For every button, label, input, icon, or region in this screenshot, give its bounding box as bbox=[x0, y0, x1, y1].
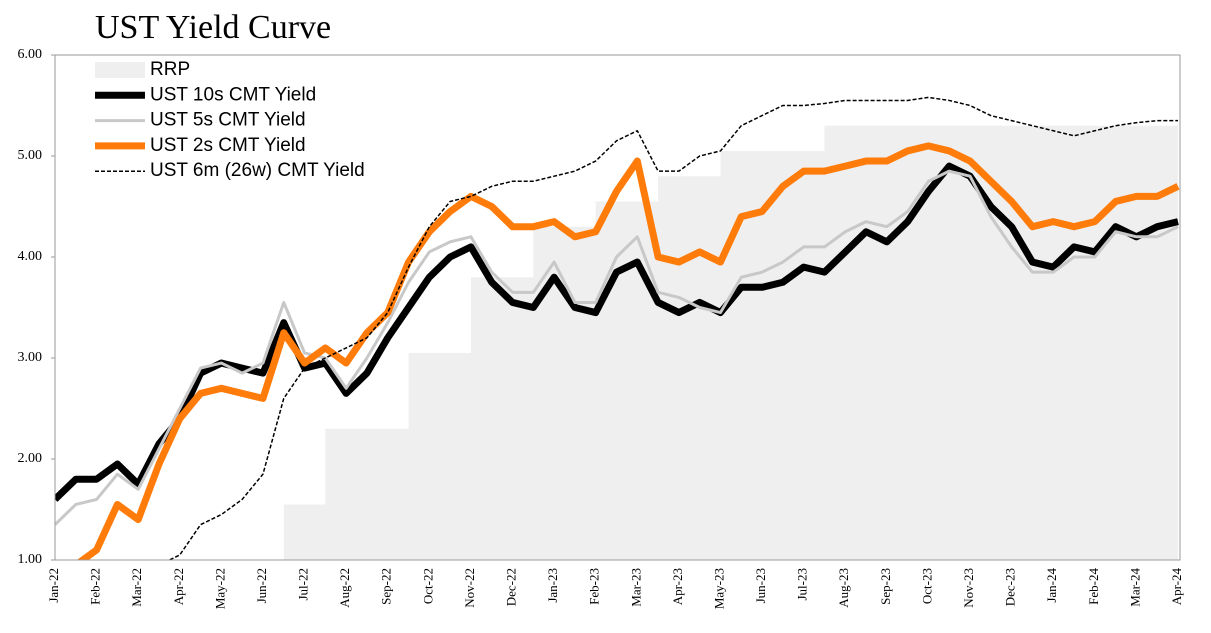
x-tick-label: Aug-22 bbox=[337, 568, 352, 608]
x-tick-label: Nov-23 bbox=[961, 568, 976, 608]
legend-label: UST 5s CMT Yield bbox=[150, 110, 306, 131]
x-tick-label: Jun-23 bbox=[753, 568, 768, 603]
legend-label: UST 6m (26w) CMT Yield bbox=[150, 160, 365, 181]
x-tick-label: Apr-23 bbox=[670, 568, 685, 605]
y-tick-label: 1.00 bbox=[18, 552, 43, 567]
series-line bbox=[55, 162, 1179, 502]
x-tick-label: Feb-22 bbox=[88, 568, 103, 605]
y-tick-label: 2.00 bbox=[18, 451, 43, 466]
x-tick-label: Mar-24 bbox=[1127, 568, 1142, 607]
y-tick-label: 5.00 bbox=[18, 148, 43, 163]
x-tick-label: May-22 bbox=[212, 568, 227, 609]
rrp-area bbox=[283, 125, 1178, 560]
x-tick-label: Oct-22 bbox=[420, 568, 435, 604]
x-tick-label: Jan-24 bbox=[1044, 568, 1059, 603]
x-tick-label: Sep-23 bbox=[878, 568, 893, 605]
series-line bbox=[55, 169, 1179, 526]
legend-label: UST 10s CMT Yield bbox=[150, 84, 316, 105]
legend-swatch bbox=[95, 62, 145, 78]
x-tick-label: Apr-24 bbox=[1169, 568, 1184, 606]
series-line bbox=[76, 142, 1180, 560]
legend-label: RRP bbox=[150, 59, 190, 80]
y-tick-label: 4.00 bbox=[18, 249, 43, 264]
x-tick-label: Dec-22 bbox=[504, 568, 519, 606]
x-tick-label: Feb-23 bbox=[587, 568, 602, 605]
plot-frame bbox=[54, 54, 1181, 561]
x-tick-label: Mar-23 bbox=[628, 568, 643, 607]
x-tick-label: Dec-23 bbox=[1003, 568, 1018, 606]
x-tick-label: Jul-22 bbox=[296, 568, 311, 601]
y-tick-label: 3.00 bbox=[18, 350, 43, 365]
y-tick-label: 6.00 bbox=[18, 47, 43, 62]
x-tick-label: Apr-22 bbox=[171, 568, 186, 605]
legend-label: UST 2s CMT Yield bbox=[150, 135, 306, 156]
x-tick-label: Feb-24 bbox=[1086, 568, 1101, 605]
x-tick-label: Jan-22 bbox=[46, 568, 61, 603]
x-tick-label: Sep-22 bbox=[379, 568, 394, 605]
chart-title: UST Yield Curve bbox=[95, 9, 331, 46]
x-tick-label: Jan-23 bbox=[545, 568, 560, 603]
series-line bbox=[167, 96, 1178, 560]
x-tick-label: Oct-23 bbox=[919, 568, 934, 604]
x-tick-label: Jul-23 bbox=[795, 568, 810, 601]
x-tick-label: Aug-23 bbox=[836, 568, 851, 608]
x-tick-label: Nov-22 bbox=[462, 568, 477, 608]
x-tick-label: Mar-22 bbox=[129, 568, 144, 607]
x-tick-label: Jun-22 bbox=[254, 568, 269, 603]
x-tick-label: May-23 bbox=[711, 568, 726, 609]
plot-area bbox=[55, 96, 1180, 560]
